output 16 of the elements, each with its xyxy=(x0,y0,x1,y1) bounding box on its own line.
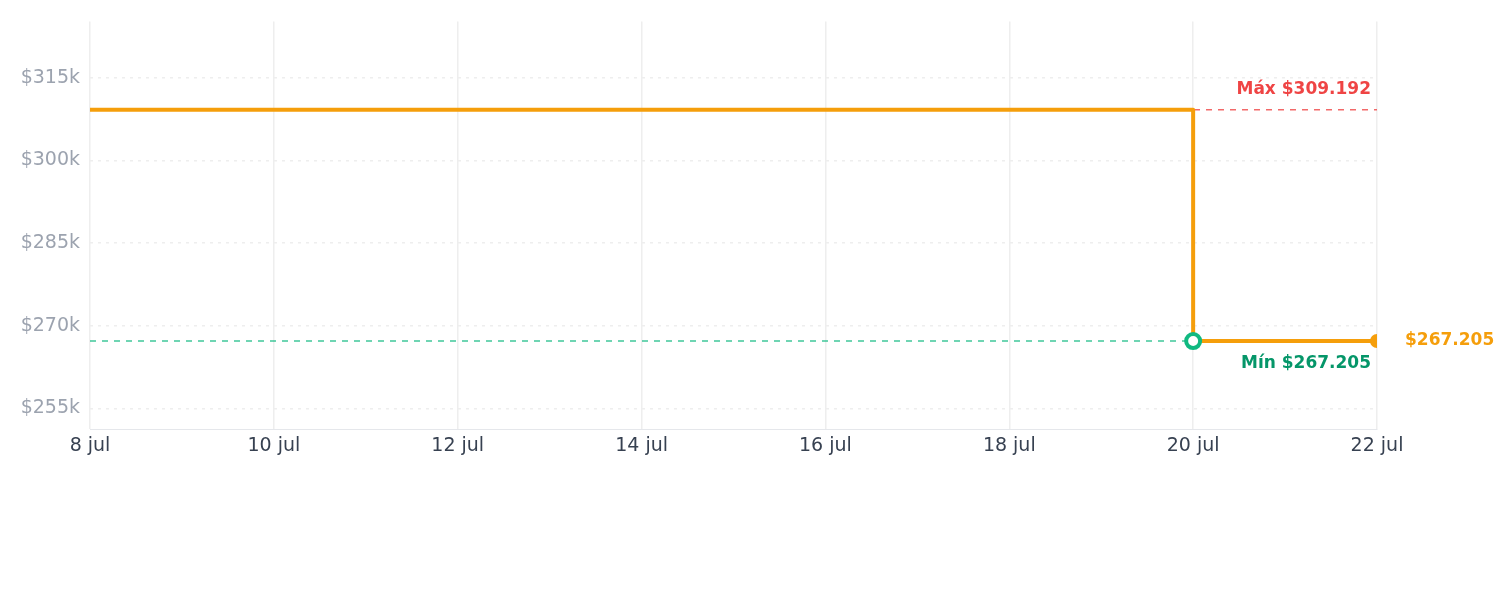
y-tick-label: $285k xyxy=(20,229,80,252)
y-tick-label: $315k xyxy=(20,64,80,87)
x-tick-label: 12 jul xyxy=(431,433,485,456)
x-tick-label: 16 jul xyxy=(799,433,852,456)
x-tick-label: 14 jul xyxy=(615,433,668,456)
x-tick-label: 20 jul xyxy=(1166,433,1220,456)
ref-line-label: Mín $267.205 xyxy=(1240,351,1371,372)
y-tick-label: $270k xyxy=(20,312,80,335)
x-tick-label: 10 jul xyxy=(247,433,301,456)
x-tick-label: 22 jul xyxy=(1350,433,1404,456)
ref-line-label: Máx $309.192 xyxy=(1236,77,1371,98)
x-tick-label: 8 jul xyxy=(69,433,111,456)
y-tick-label: $255k xyxy=(20,395,80,418)
x-tick-label: 18 jul xyxy=(982,433,1036,456)
annotation: $267.205 xyxy=(1405,329,1495,350)
y-tick-label: $300k xyxy=(20,147,80,170)
